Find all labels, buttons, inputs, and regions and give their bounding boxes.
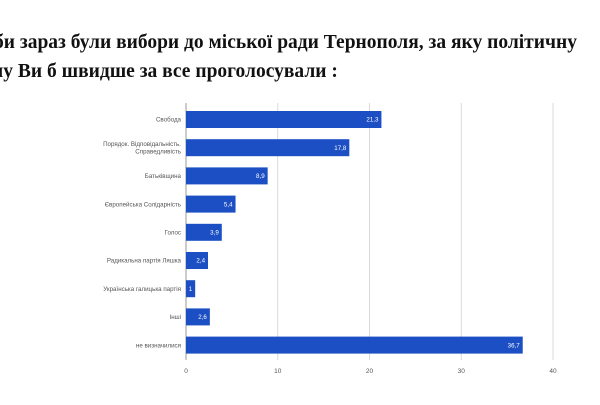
- value-label: 1: [189, 286, 193, 293]
- value-label: 3,9: [210, 230, 219, 237]
- bar-8: [186, 336, 523, 354]
- category-label: не визначилися: [136, 342, 181, 349]
- category-label-line: не визначилися: [136, 342, 181, 349]
- category-label: Інші: [170, 314, 181, 321]
- x-tick-label: 30: [458, 368, 466, 375]
- x-tick-label: 40: [549, 368, 557, 375]
- category-label-line: Порядок. Відповідальність.: [103, 141, 181, 148]
- category-label-line: Українська галицька партія: [103, 286, 181, 293]
- bar-2: [186, 167, 268, 185]
- category-label: Голос: [165, 230, 181, 237]
- category-label-line: Інші: [170, 314, 181, 321]
- bar-0: [186, 111, 382, 128]
- bar-3: [186, 195, 236, 213]
- value-label: 36,7: [508, 342, 521, 349]
- value-label: 21,3: [366, 117, 379, 124]
- bar-6: [186, 280, 196, 298]
- category-label-line: Європейська Солідарність: [105, 201, 181, 208]
- value-label: 5,4: [224, 201, 233, 208]
- x-tick-label: 20: [366, 368, 374, 375]
- chart-title: би зараз були вибори до міської ради Тер…: [0, 28, 600, 86]
- category-label-line: Свобода: [156, 117, 182, 124]
- value-label: 8,9: [256, 173, 265, 180]
- value-label: 17,8: [334, 145, 347, 152]
- chart-title-line-1: би зараз були вибори до міської ради Тер…: [0, 32, 577, 53]
- category-label: Європейська Солідарність: [105, 201, 181, 208]
- category-label-line: Радикальна партія Ляшка: [107, 258, 182, 265]
- x-tick-label: 10: [274, 368, 282, 375]
- category-label-line: Справедливість: [135, 149, 181, 156]
- category-label: Порядок. Відповідальність. Справедливість: [103, 141, 181, 156]
- category-label-line: Голос: [165, 230, 181, 237]
- category-label: Радикальна партія Ляшка: [107, 258, 182, 265]
- chart-title-line-2: ну Ви б швидше за все проголосували :: [0, 61, 338, 82]
- bar-7: [186, 308, 210, 326]
- bar-4: [186, 223, 222, 241]
- bar-1: [186, 139, 350, 157]
- x-tick-label: 0: [184, 368, 188, 375]
- category-label: Українська галицька партія: [103, 286, 181, 293]
- category-label: Батьківщина: [145, 173, 182, 180]
- value-label: 2,6: [198, 314, 207, 321]
- category-label-line: Батьківщина: [145, 173, 182, 180]
- category-label: Свобода: [156, 117, 182, 124]
- value-label: 2,4: [196, 258, 205, 265]
- bar-5: [186, 252, 209, 269]
